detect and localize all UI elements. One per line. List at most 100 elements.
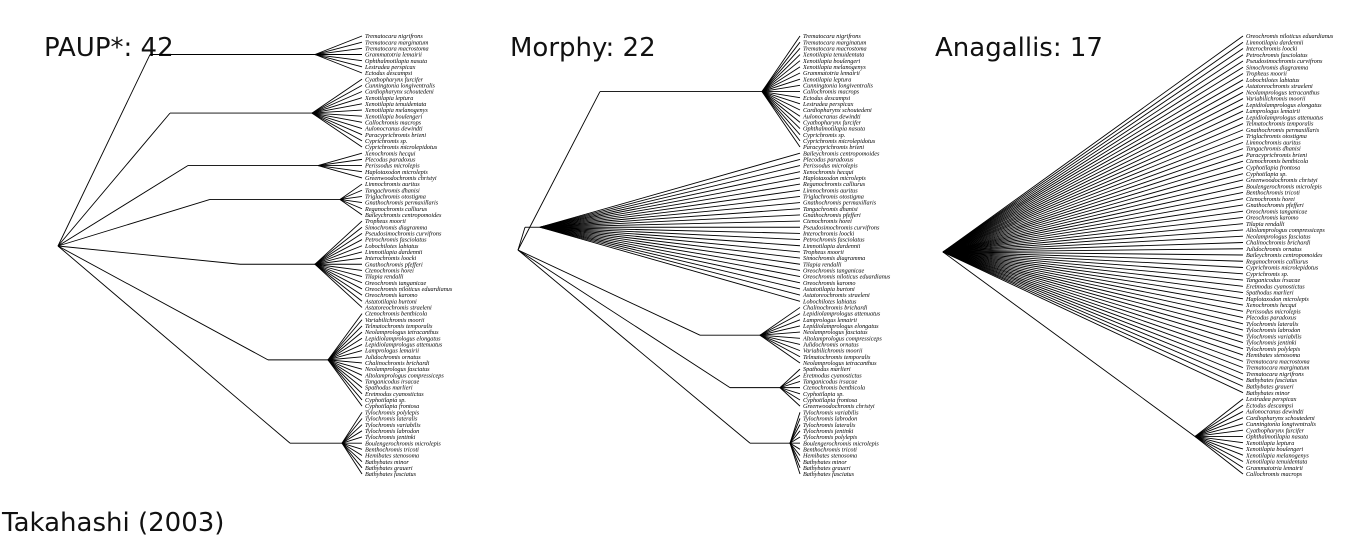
branch [314,54,363,62]
taxon-label: Gnathochromis pfefferi [1246,202,1304,209]
taxon-label: Limnochromis auritus [1245,139,1301,146]
taxon-label: Telmatochromis temporalis [365,323,433,330]
branch [761,91,801,129]
branch [1194,436,1244,475]
branch [789,436,801,444]
taxon-label: Lestradea perspicax [364,64,416,71]
taxon-label: Oreochromis niloticus eduardianus [1246,33,1334,40]
branch [1194,436,1244,444]
branch [314,35,363,55]
branch [942,60,1244,253]
branch [942,251,1244,375]
taxon-label: Xenochromis hecqui [364,150,416,157]
taxon-label: Lepidiolamprologus attenuatus [1245,114,1324,121]
taxon-label: Hemibates stenosoma [802,453,857,460]
taxon-label: Astatotilapia burtoni [802,286,855,293]
taxon-label: Eretmodus cyanostictus [802,372,862,379]
taxon-label: Cyphotilapia sp. [1246,171,1287,178]
taxon-label: Tangachromis dhanisi [1246,146,1301,153]
branch [789,442,801,450]
taxon-label: Oreochromis niloticus eduardianus [365,286,453,293]
branch [942,251,1244,293]
taxon-label: Trematocara macrostoma [803,45,867,52]
taxon-label: Tanganicodus irsacae [1246,277,1301,284]
branch [942,210,1244,253]
taxon-label: Lobochilotes labiatus [364,243,419,250]
branch [57,245,241,265]
branch [779,381,801,389]
branch [942,35,1244,253]
taxon-label: Haplotaxodon microlepis [802,175,866,182]
branch [311,112,363,123]
taxon-label: Cunningtonia longiventralis [1246,421,1317,428]
taxon-label: Xenochromis hecqui [1245,302,1297,309]
branch [942,251,1244,356]
taxon-label: Tylochromis lateralis [365,416,418,423]
taxon-label: Tylochromis labrodon [365,428,419,435]
branch [759,325,801,336]
branch [1194,404,1244,437]
taxon-label: Hemibates stenosoma [364,453,419,460]
taxon-label: Tanganicodus irsacae [365,379,420,386]
taxon-label: Lamprologus lemairii [802,317,857,324]
taxon-label: Cyprichromis sp. [1246,271,1288,278]
taxon-label: Ectodus descampsi [364,70,413,77]
branch [942,251,1244,344]
taxon-label: Trematocara marginatum [365,39,429,46]
branch [539,183,801,228]
branch [314,226,363,265]
taxon-label: Cyphotilapia frontosa [365,403,419,410]
branch [761,91,801,111]
taxon-label: Callochromis macrops [1246,471,1303,478]
taxon-label: Ectodus descampsi [1245,402,1294,409]
branch [517,249,731,389]
branch [761,72,801,92]
branch [311,84,363,114]
taxon-label: Tylochromis lateralis [1246,321,1299,328]
taxon-label: Xenotilapia leptura [364,95,413,102]
taxon-label: Cyprichromis sp. [803,132,845,139]
taxon-label: Eretmodus cyanostictus [364,391,424,398]
branch [539,152,801,228]
taxon-label: Benthochromis tricoti [803,446,857,453]
branch [942,251,1244,387]
taxon-label: Benthochromis tricoti [365,446,419,453]
taxon-label: Limnochromis auritus [802,187,858,194]
taxon-label: Tylochromis jentinki [1246,340,1297,347]
taxon-label: Bathybates fasciatus [1246,377,1298,384]
taxon-label: Cyphotilapia sp. [803,391,844,398]
branch [779,368,801,388]
taxon-label: Spathodus marlieri [365,385,413,392]
branch [539,165,801,228]
branch [341,442,363,456]
branch [341,442,363,450]
taxon-label: Petrochromis fasciolatus [1245,52,1308,59]
taxon-label: Limnotilapia dardennii [1245,39,1304,46]
taxon-label: Tylochromis labrodon [1246,327,1300,334]
taxon-label: Simochromis diagramma [803,255,865,262]
taxon-label: Haplotaxodon microlepis [364,169,428,176]
branch [942,251,1244,256]
branch [57,112,171,247]
branch [311,78,363,114]
taxon-label: Xenotilapia leptura [802,76,851,83]
taxon-label: Cyathopharynx furcifer [803,119,862,126]
taxon-label: Pseudosimochromis curvifrons [802,224,880,231]
branch [942,110,1244,253]
taxon-label: Variabilichromis moorii [1246,96,1306,103]
branch [517,249,701,336]
branch [327,359,363,370]
taxon-label: Petrochromis fasciolatus [364,237,427,244]
taxon-label: Ophthalmotilapia nasuta [1246,434,1308,441]
figure-caption: Takahashi (2003) [1,508,224,538]
branch [317,165,363,179]
branch [341,418,363,444]
taxon-label: Cyprichromis microlepidotus [1246,265,1319,272]
taxon-label: Tylochromis polylepis [365,409,420,416]
panel-title-paup: PAUP*: 42 [44,33,174,63]
taxon-label: Cardiopharynx schoutedeni [365,89,434,96]
taxon-label: Xenotilapia boulengeri [364,113,423,120]
branch [942,91,1244,253]
taxon-label: Baileychromis centropomoides [365,212,442,219]
